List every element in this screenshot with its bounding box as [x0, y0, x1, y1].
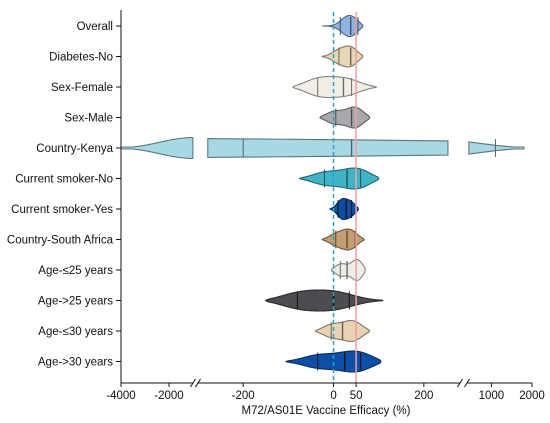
x-tick-label: 50 [350, 390, 363, 402]
category-label: Age-≤30 years [38, 326, 113, 338]
violin-body [330, 258, 366, 282]
violin-body [292, 75, 378, 99]
x-tick-label: 1000 [479, 390, 505, 402]
violin-body [319, 106, 371, 129]
category-label: Current smoker-Yes [11, 204, 113, 216]
violin-country-south-africa [321, 228, 365, 251]
violin-age-le30-years [314, 319, 371, 343]
violin-sex-male [319, 106, 371, 129]
x-axis: -4000 -2000 -200 0 50 200 1000 2000 [106, 10, 545, 402]
axis-break-mark [457, 378, 463, 388]
category-labels: Overall Diabetes-No Sex-Female Sex-Male Coun… [7, 21, 114, 369]
violin-body-segment [120, 136, 194, 160]
category-label: Country-Kenya [36, 143, 113, 155]
category-label: Diabetes-No [49, 52, 113, 64]
violins [120, 14, 525, 373]
axis-break-mark [195, 378, 201, 388]
x-tick-label: 200 [414, 390, 433, 402]
reference-lines-overlay [332, 12, 357, 383]
category-label: Sex-Female [51, 82, 113, 94]
category-label: Age->25 years [38, 296, 113, 308]
violin-country-kenya [120, 136, 525, 160]
violin-body-segment [207, 138, 449, 158]
x-axis-title: M72/AS01E Vaccine Efficacy (%) [242, 405, 411, 417]
violin-overall [322, 14, 364, 38]
violin-body [321, 228, 365, 251]
violin-body [284, 350, 382, 373]
x-tick-label: 0 [330, 390, 336, 402]
violin-body [322, 14, 364, 38]
violin-sex-female [292, 75, 378, 99]
violin-body-segment [468, 141, 525, 155]
axis-break-mark [464, 378, 470, 388]
violin-body [298, 167, 380, 190]
category-label: Country-South Africa [7, 235, 114, 247]
violin-body [264, 289, 384, 312]
category-label: Sex-Male [64, 113, 113, 125]
violin-body [321, 45, 364, 68]
x-tick-label: -2000 [154, 390, 183, 402]
violin-current-smoker-no [298, 167, 380, 190]
violin-age-gt30-years [284, 350, 382, 373]
violin-current-smoker-yes [329, 197, 359, 221]
violin-age-gt25-years [264, 289, 384, 312]
axis-break-mark [190, 378, 196, 388]
category-label: Current smoker-No [15, 174, 113, 186]
violin-age-le25-years [330, 258, 366, 282]
category-label: Overall [77, 21, 113, 33]
category-label: Age->30 years [38, 357, 113, 369]
x-tick-label: -4000 [106, 390, 135, 402]
category-label: Age-≤25 years [38, 265, 113, 277]
x-tick-label: -200 [232, 390, 255, 402]
x-tick-label: 2000 [519, 390, 545, 402]
